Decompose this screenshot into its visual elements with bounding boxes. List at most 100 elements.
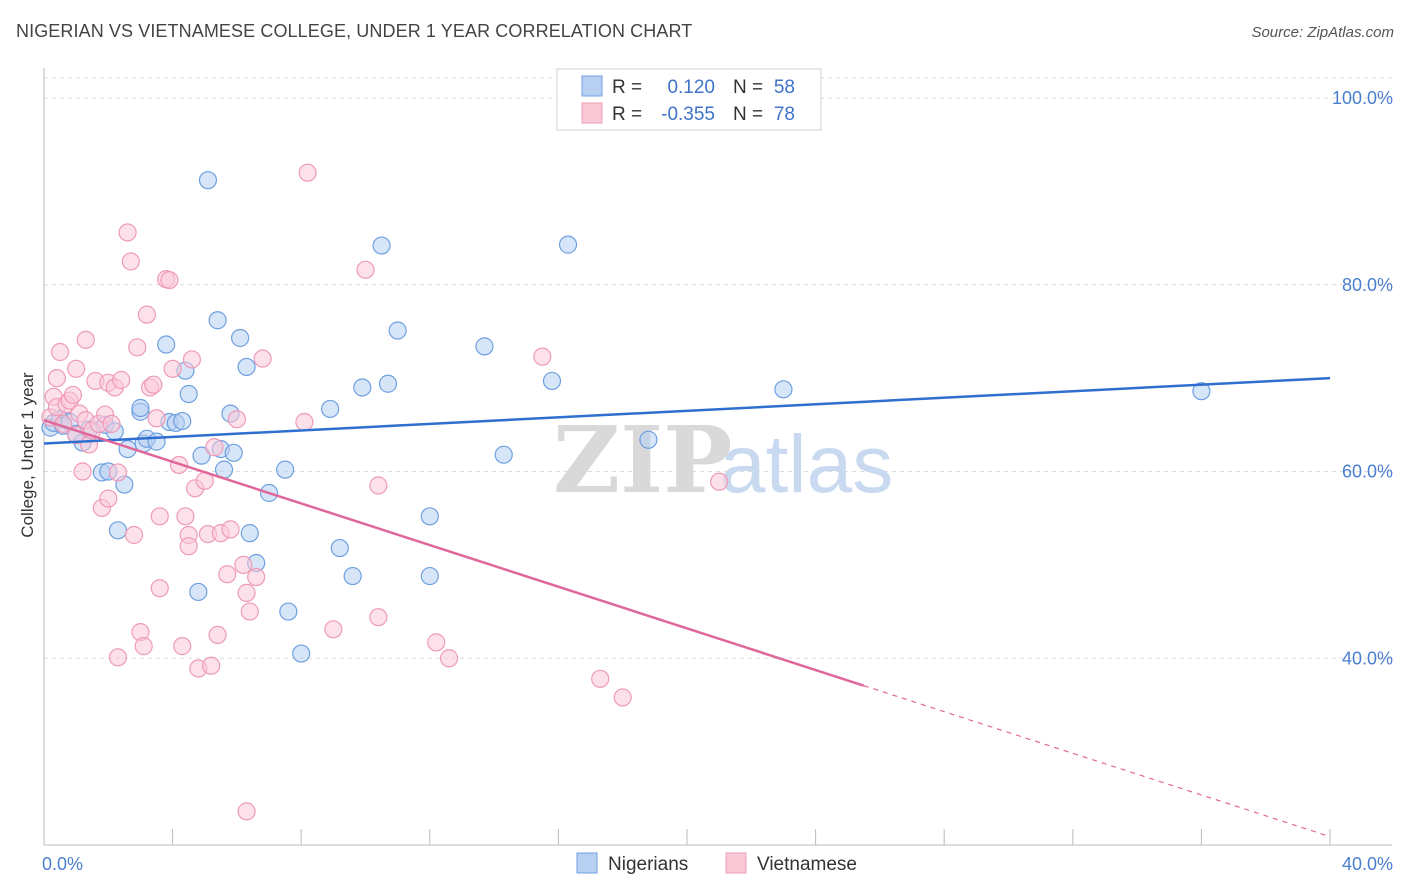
chart-source: Source: ZipAtlas.com <box>1251 24 1394 41</box>
legend-box: R = 0.120 N = 58 R = -0.355 N = 78 <box>556 68 822 131</box>
vietnamese-point-58 <box>221 520 240 539</box>
nigerians-point-36 <box>240 524 259 543</box>
nigerians-point-35 <box>237 357 256 377</box>
y-tick-label-0: 100.0% <box>1332 88 1393 108</box>
legend-n-value-2: 78 <box>774 104 795 125</box>
vietnamese-point-25 <box>108 463 128 482</box>
vietnamese-point-36 <box>144 375 163 394</box>
nigerians-point-26 <box>189 582 208 602</box>
vietnamese-point-12 <box>73 462 92 481</box>
vietnamese-point-22 <box>99 489 118 508</box>
nigerians-point-56 <box>774 380 793 399</box>
x-tick-label-1: 40.0% <box>1342 854 1393 874</box>
nigerians-point-23 <box>173 411 192 431</box>
nigerians-point-20 <box>157 335 176 354</box>
vietnamese-point-8 <box>63 385 83 405</box>
vietnamese-point-75 <box>613 688 632 707</box>
legend-n-label-1: N = <box>733 77 763 98</box>
vietnamese-point-48 <box>182 350 201 369</box>
nigerians-point-53 <box>542 371 562 391</box>
x-tick-labels: 0.0% 40.0% <box>42 854 1393 874</box>
bottom-legend-label-nigerians: Nigerians <box>608 854 688 875</box>
vietnamese-point-71 <box>427 633 446 652</box>
nigerians-point-50 <box>420 507 439 526</box>
vietnamese-point-59 <box>227 410 246 429</box>
trend-lines <box>43 376 1331 838</box>
legend-r-label-1: R = <box>612 77 642 98</box>
vietnamese-point-76 <box>710 472 729 491</box>
axes <box>43 68 1392 846</box>
vietnamese-point-37 <box>147 409 166 428</box>
nigerians-point-28 <box>198 171 218 190</box>
nigerians-point-42 <box>321 399 340 419</box>
vietnamese-point-33 <box>134 637 153 656</box>
vietnamese-point-68 <box>356 260 375 279</box>
vietnamese-point-54 <box>205 438 224 457</box>
vietnamese-point-70 <box>369 608 388 627</box>
vietnamese-point-57 <box>218 565 237 584</box>
nigerians-point-40 <box>279 602 298 621</box>
legend-r-value-2: -0.355 <box>661 104 715 125</box>
nigerians-point-27 <box>192 446 211 465</box>
vietnamese-point-42 <box>163 359 182 378</box>
watermark-zip: ZIP <box>553 406 732 514</box>
nigerians-point-16 <box>131 398 150 418</box>
nigerians-point-41 <box>292 644 311 663</box>
vietnamese-point-30 <box>124 525 144 545</box>
nigerians-point-12 <box>108 521 128 540</box>
bottom-legend: Nigerians Vietnamese <box>576 852 857 875</box>
vietnamese-point-29 <box>121 252 140 271</box>
nigerians-point-25 <box>179 384 198 404</box>
watermark-atlas: atlas <box>720 419 893 510</box>
nigerians-point-29 <box>208 311 227 330</box>
watermark: ZIP atlas <box>553 406 893 514</box>
vietnamese-point-61 <box>237 583 256 602</box>
nigerians-point-43 <box>330 538 349 558</box>
legend-swatch-nigerians <box>581 75 603 97</box>
vietnamese-point-69 <box>369 476 388 495</box>
vietnamese-point-55 <box>208 625 227 645</box>
vietnamese-point-31 <box>128 338 147 357</box>
vietnamese-point-4 <box>50 342 70 362</box>
nigerians-trend-line <box>43 376 1331 445</box>
vietnamese-point-47 <box>179 537 198 556</box>
bottom-legend-swatch-vietnamese <box>725 852 747 874</box>
vietnamese-point-9 <box>67 359 86 378</box>
bottom-legend-label-vietnamese: Vietnamese <box>757 854 857 875</box>
vietnamese-point-26 <box>108 648 128 667</box>
vietnamese-trend-line-extension <box>863 685 1331 838</box>
y-axis-label: College, Under 1 year <box>18 372 37 538</box>
nigerians-point-49 <box>420 566 439 586</box>
vietnamese-point-72 <box>439 649 459 668</box>
vietnamese-trend-line <box>43 418 865 687</box>
vietnamese-point-41 <box>160 270 179 290</box>
nigerians-point-45 <box>353 378 372 397</box>
bottom-legend-swatch-nigerians <box>576 852 598 874</box>
nigerians-point-19 <box>147 432 166 451</box>
vietnamese-point-39 <box>150 507 169 526</box>
vietnamese-point-34 <box>137 305 156 324</box>
nigerians-point-51 <box>475 337 494 356</box>
legend-n-value-1: 58 <box>774 77 795 98</box>
vietnamese-point-28 <box>118 223 137 242</box>
legend-r-label-2: R = <box>612 104 642 125</box>
data-points <box>41 163 1211 821</box>
nigerians-point-33 <box>224 443 243 462</box>
y-tick-label-3: 40.0% <box>1342 648 1393 668</box>
nigerians-point-57 <box>1192 382 1211 401</box>
nigerians-point-34 <box>231 328 250 348</box>
vietnamese-point-45 <box>176 507 195 526</box>
y-tick-label-1: 80.0% <box>1342 275 1393 295</box>
vietnamese-point-77 <box>237 802 256 821</box>
vietnamese-point-3 <box>47 369 66 388</box>
legend-swatch-vietnamese <box>581 102 603 124</box>
nigerians-point-39 <box>276 460 295 479</box>
nigerians-point-54 <box>558 235 578 254</box>
vietnamese-point-67 <box>324 620 343 639</box>
y-tick-labels: 100.0% 80.0% 60.0% 40.0% <box>1332 88 1393 668</box>
vietnamese-point-74 <box>591 669 610 688</box>
vietnamese-point-53 <box>202 656 221 675</box>
nigerians-point-47 <box>378 374 398 393</box>
nigerians-point-52 <box>494 445 513 464</box>
